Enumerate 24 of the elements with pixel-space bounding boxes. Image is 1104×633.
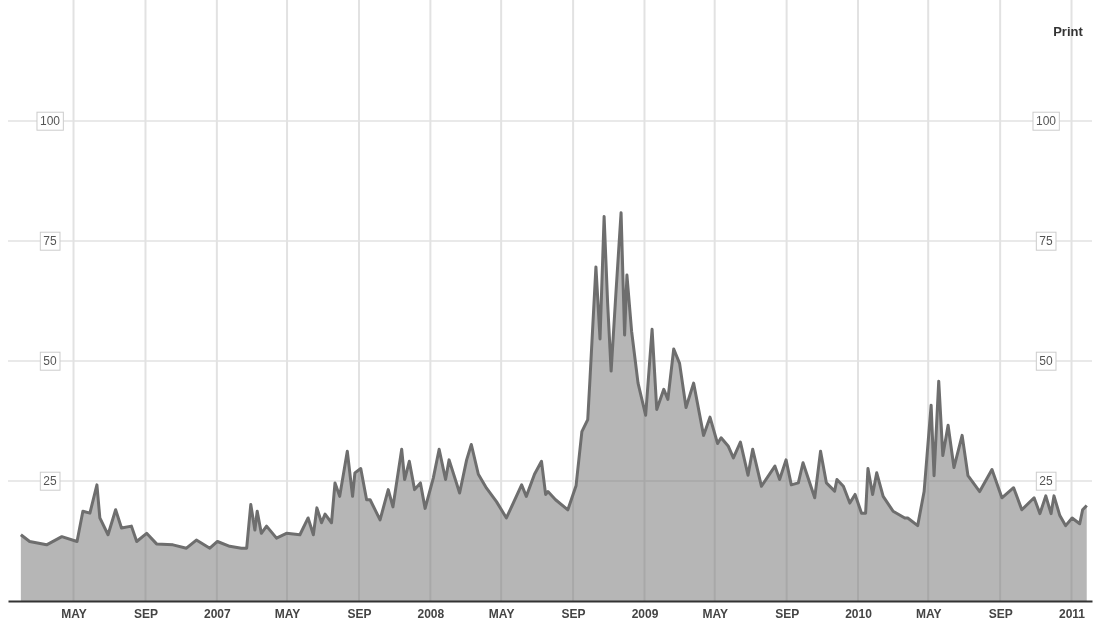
x-tick-label: 2011: [1059, 606, 1086, 621]
y-tick-label: 50: [43, 354, 57, 369]
y2-tick-label: 25: [1039, 474, 1053, 489]
annotation: Print: [1053, 24, 1084, 39]
x-tick-label: 2008: [417, 606, 445, 621]
y-tick-label: 75: [43, 234, 57, 249]
x-tick-label: 2007: [203, 606, 232, 621]
x-tick-label: MAY: [915, 606, 942, 621]
y-tick-label: 25: [43, 474, 57, 489]
x-tick-label: MAY: [274, 606, 301, 621]
y2-tick-label: 50: [1039, 354, 1053, 369]
y2-tick-label: 75: [1039, 234, 1053, 249]
x-tick-label: 2009: [631, 606, 659, 621]
x-tick-label: SEP: [561, 606, 586, 621]
x-tick-label: SEP: [133, 606, 158, 621]
x-tick-label: SEP: [988, 606, 1013, 621]
x-tick-label: MAY: [61, 606, 87, 621]
y2-tick-label: 100: [1035, 114, 1057, 129]
x-tick-label: MAY: [488, 606, 515, 621]
x-tick-label: SEP: [347, 606, 372, 621]
x-tick-label: SEP: [775, 606, 800, 621]
x-tick-label: MAY: [702, 606, 728, 621]
x-tick-label: 2010: [845, 606, 873, 621]
y-tick-label: 100: [39, 114, 61, 129]
